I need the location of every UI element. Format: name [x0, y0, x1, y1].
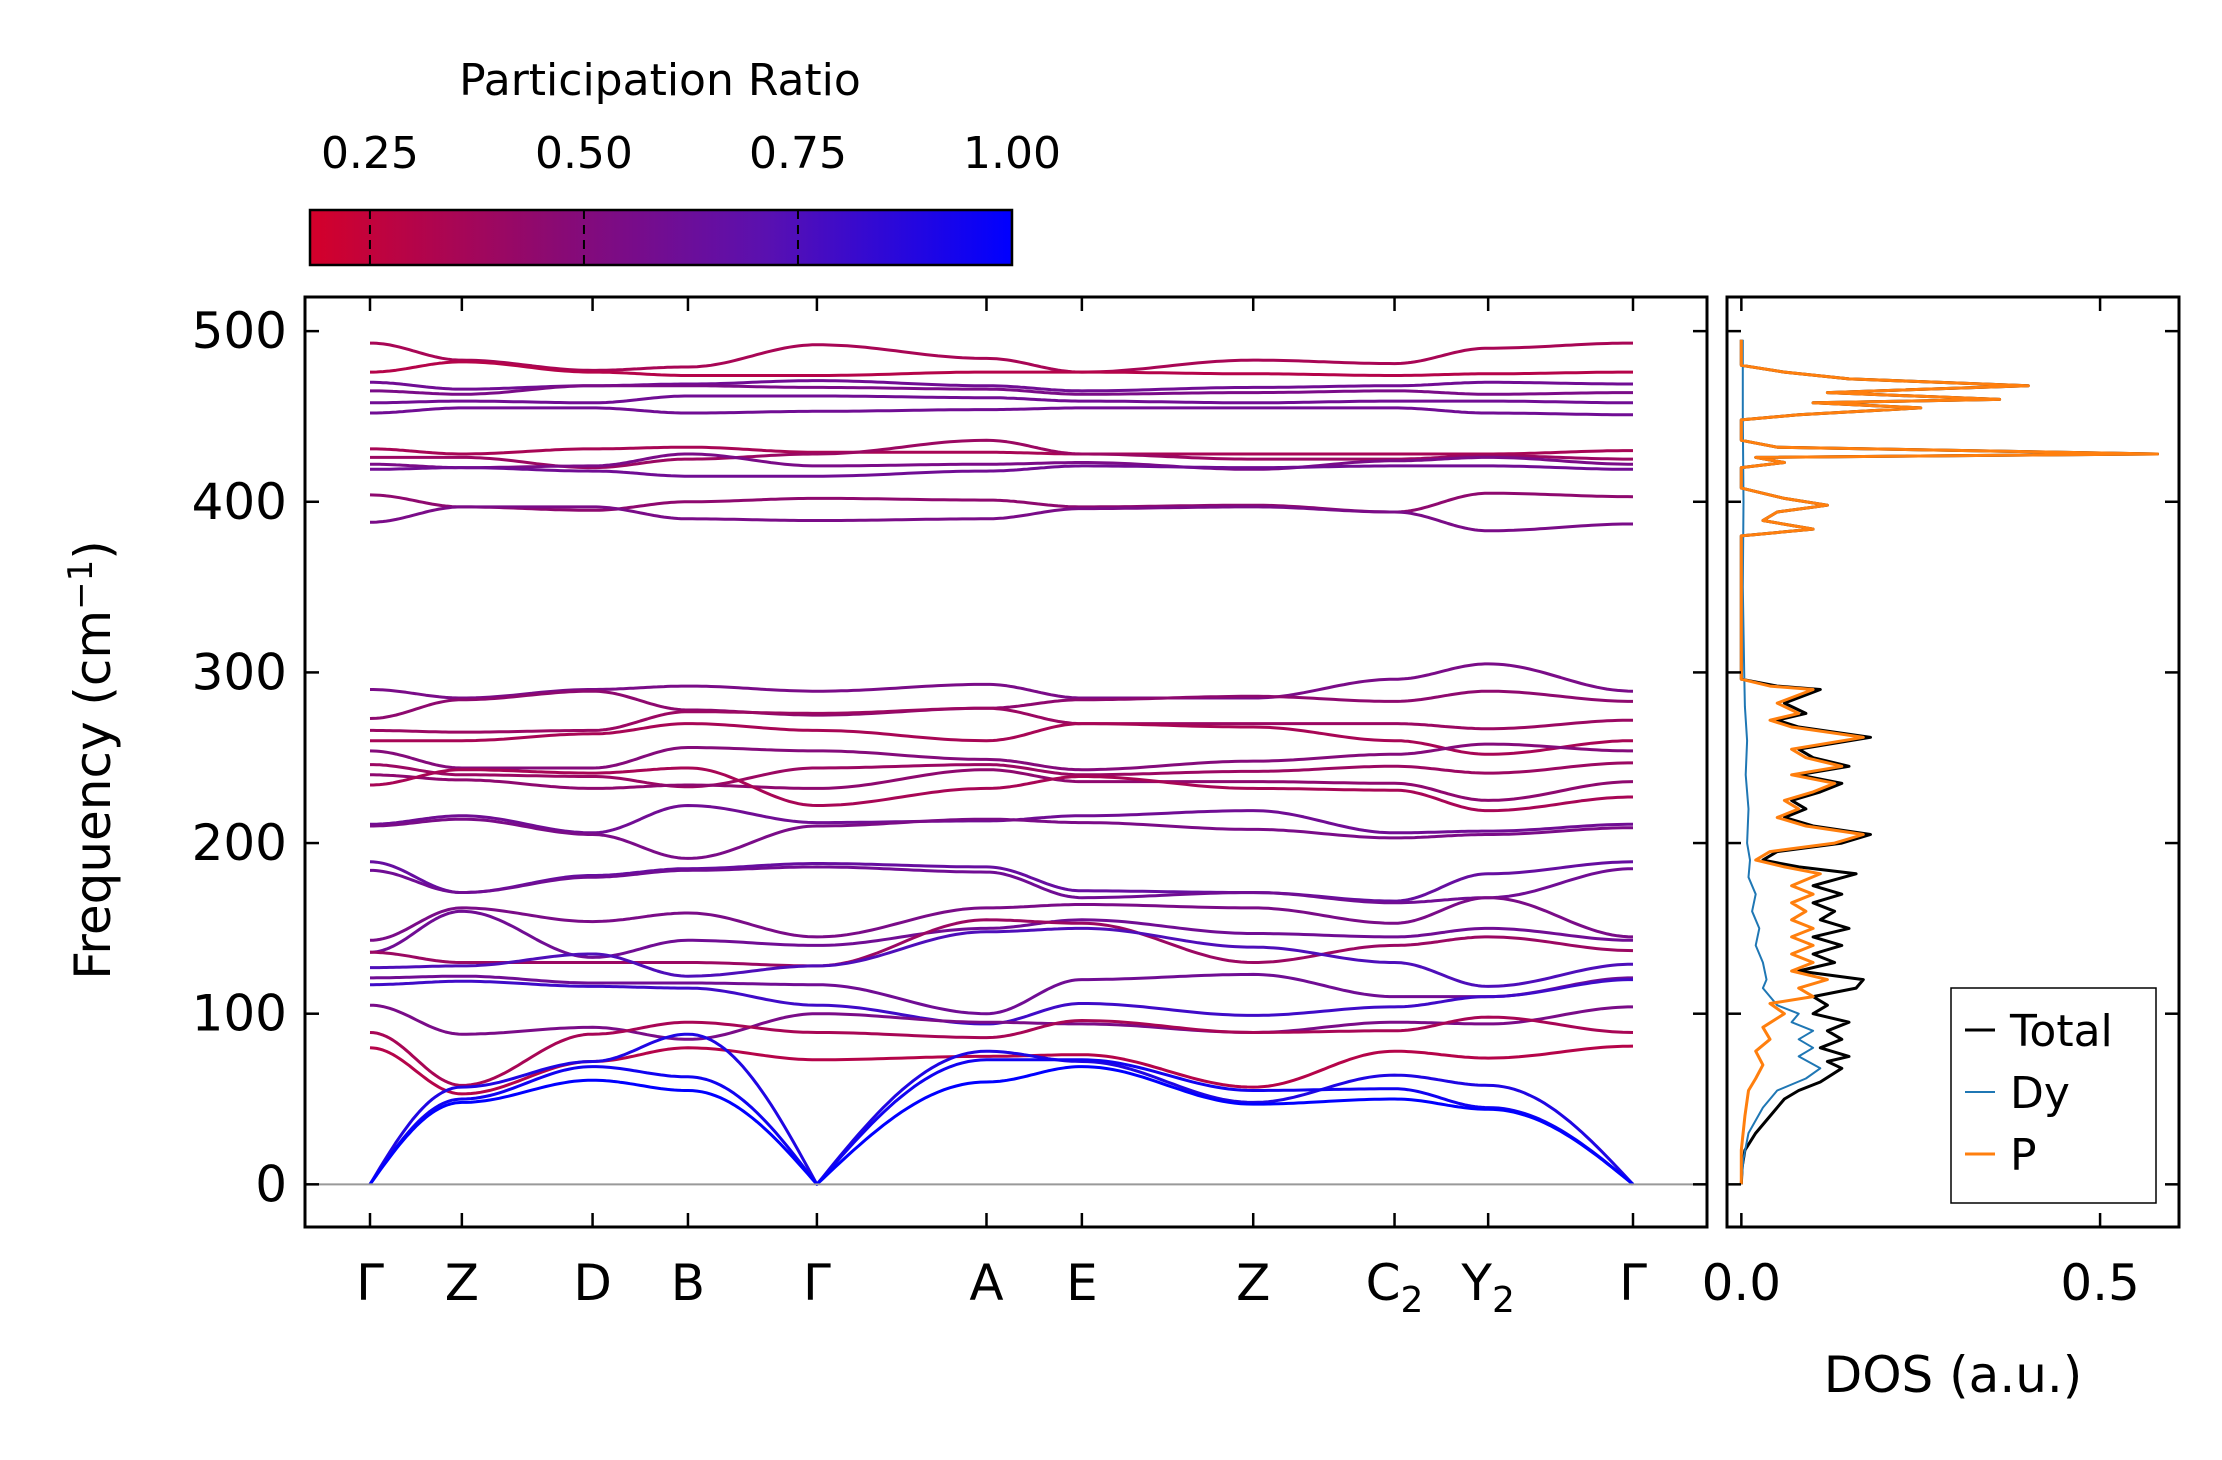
high-symmetry-letter: Z: [445, 1254, 479, 1312]
colorbar-gradient: [308, 208, 1014, 267]
legend-label: P: [2010, 1130, 2037, 1181]
high-symmetry-label: E: [1066, 1254, 1098, 1312]
high-symmetry-letter: A: [969, 1254, 1003, 1312]
legend-frame: [1950, 987, 2157, 1204]
high-symmetry-letter: D: [573, 1254, 612, 1312]
band-frame: [303, 295, 1709, 1229]
dos-frame: [1725, 295, 2181, 1229]
phonon-band: [370, 978, 1633, 1026]
frequency-axis-label-exponent: −1: [61, 560, 101, 610]
legend-label: Dy: [2010, 1068, 2070, 1119]
dos-axis-label: DOS (a.u.): [1824, 1346, 2083, 1404]
dos-legend: Total Dy P: [1950, 987, 2157, 1204]
high-symmetry-label: Z: [1236, 1254, 1270, 1312]
high-symmetry-label: D: [573, 1254, 612, 1312]
high-symmetry-label: A: [969, 1254, 1003, 1312]
phonon-band: [368, 1065, 1634, 1186]
phonon-band: [370, 722, 1633, 756]
phonon-band: [370, 662, 1634, 700]
phonon-band: [370, 768, 1634, 802]
phonon-band: [370, 865, 1633, 905]
high-symmetry-axis: Γ Z D B Γ A E Z C2 Y2 Γ: [356, 297, 1647, 1321]
colorbar-tick-label: 0.75: [749, 128, 847, 179]
dos-curve-p: [1739, 339, 2159, 1185]
colorbar-ticks: 0.25 0.50 0.75 1.00: [321, 128, 1061, 265]
phonon-band: [370, 972, 1633, 1016]
high-symmetry-label: Z: [445, 1254, 479, 1312]
high-symmetry-subscript: 2: [1401, 1280, 1424, 1321]
phonon-band: [370, 804, 1633, 835]
phonon-band: [369, 896, 1634, 942]
phonon-band: [370, 505, 1633, 533]
phonon-band: [368, 1058, 1634, 1186]
phonon-band: [370, 341, 1633, 374]
colorbar: Participation Ratio 0.25 0.50 0.75 1.00: [308, 55, 1061, 267]
frequency-tick-label: 500: [192, 302, 287, 360]
high-symmetry-subscript: 2: [1492, 1280, 1515, 1321]
high-symmetry-label: Γ: [803, 1254, 831, 1312]
colorbar-title: Participation Ratio: [459, 55, 861, 106]
phonon-band: [370, 766, 1633, 813]
dos-panel: 0.0 0.5 DOS (a.u.) Total Dy P: [1702, 295, 2181, 1404]
phonon-band: [368, 1032, 1635, 1186]
phonon-band: [369, 1044, 1634, 1096]
high-symmetry-letter: C: [1366, 1254, 1401, 1312]
phonon-band: [369, 742, 1633, 772]
dos-lines: [1739, 339, 2159, 1185]
legend-label: Total: [2009, 1006, 2113, 1057]
frequency-tick-label: 300: [192, 643, 287, 701]
dos-tick-label: 0.0: [1702, 1254, 1782, 1312]
high-symmetry-letter: B: [671, 1254, 705, 1312]
high-symmetry-letter: Y: [1460, 1254, 1492, 1312]
phonon-band: [369, 1003, 1633, 1041]
high-symmetry-letter: Z: [1236, 1254, 1270, 1312]
frequency-axis-label: Frequency (cm−1): [61, 540, 122, 980]
phonon-band: [370, 817, 1633, 860]
dos-tick-label: 0.5: [2060, 1254, 2140, 1312]
band-lines: [368, 341, 1635, 1186]
phonon-band: [370, 918, 1634, 968]
phonon-band: [369, 909, 1633, 959]
dos-axis-ticks: 0.0 0.5: [1702, 297, 2179, 1312]
frequency-axis-label-close: ): [64, 540, 122, 560]
high-symmetry-label: Γ: [1619, 1254, 1647, 1312]
frequency-tick-label: 0: [255, 1155, 287, 1213]
phonon-band: [369, 1015, 1634, 1087]
high-symmetry-label: C2: [1366, 1254, 1424, 1321]
phonon-band: [370, 394, 1633, 405]
high-symmetry-letter: Γ: [356, 1254, 384, 1312]
frequency-tick-label: 400: [192, 473, 287, 531]
phonon-band: [370, 926, 1634, 988]
high-symmetry-letter: E: [1066, 1254, 1098, 1312]
dos-curve-dy: [1740, 339, 1822, 1185]
phonon-band: [370, 706, 1633, 734]
phonon-band: [370, 452, 1633, 471]
frequency-axis-label-text: Frequency (cm: [64, 610, 122, 980]
phonon-band: [370, 360, 1633, 377]
frequency-axis-ticks: 0 100 200 300 400 500: [192, 302, 1707, 1213]
high-symmetry-letter: Γ: [803, 1254, 831, 1312]
phonon-band: [370, 445, 1633, 456]
high-symmetry-letter: Γ: [1619, 1254, 1647, 1312]
phonon-band: [370, 761, 1633, 789]
frequency-tick-label: 200: [192, 814, 287, 872]
phonon-band: [369, 689, 1633, 720]
colorbar-tick-label: 0.25: [321, 128, 419, 179]
phonon-band: [369, 860, 1634, 903]
phonon-band: [370, 406, 1633, 417]
colorbar-tick-label: 1.00: [963, 128, 1061, 179]
phonon-band: [369, 491, 1634, 514]
frequency-tick-label: 100: [192, 985, 287, 1043]
colorbar-tick-label: 0.50: [535, 128, 633, 179]
high-symmetry-label: Γ: [356, 1254, 384, 1312]
high-symmetry-label: Y2: [1460, 1254, 1514, 1321]
phonon-band: [370, 384, 1633, 396]
high-symmetry-label: B: [671, 1254, 705, 1312]
phonon-band: [370, 464, 1633, 478]
